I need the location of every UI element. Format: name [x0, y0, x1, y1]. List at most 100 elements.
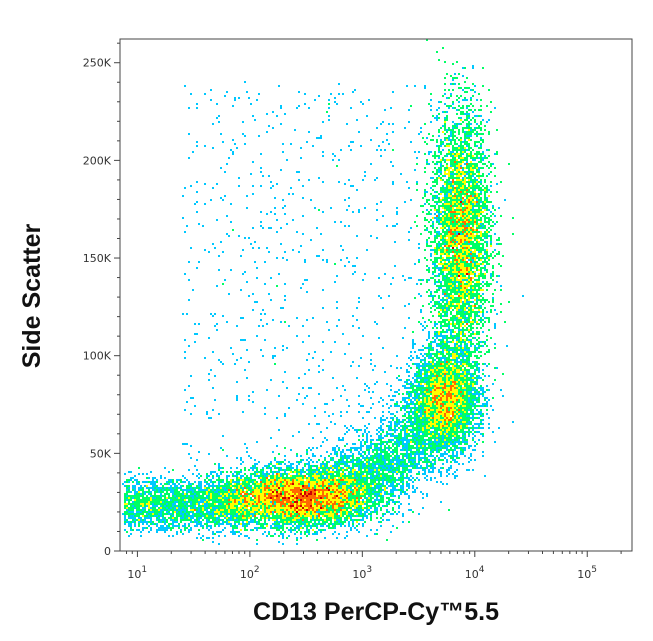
- data-point: [188, 261, 190, 263]
- data-point: [460, 151, 462, 153]
- data-point: [490, 275, 492, 277]
- data-point: [470, 307, 472, 309]
- data-point: [428, 423, 430, 425]
- data-point: [442, 179, 444, 181]
- data-point: [444, 423, 446, 425]
- data-point: [398, 389, 400, 391]
- data-point: [410, 355, 412, 357]
- data-point: [438, 417, 440, 419]
- data-point: [434, 395, 436, 397]
- data-point: [436, 235, 438, 237]
- data-point: [326, 427, 328, 429]
- data-point: [478, 209, 480, 211]
- data-point: [452, 101, 454, 103]
- data-point: [468, 187, 470, 189]
- data-point: [450, 129, 452, 131]
- data-point: [458, 219, 460, 221]
- data-point: [424, 347, 426, 349]
- data-point: [456, 215, 458, 217]
- data-point: [438, 131, 440, 133]
- data-point: [476, 215, 478, 217]
- data-point: [452, 319, 454, 321]
- data-point: [454, 193, 456, 195]
- data-point: [472, 427, 474, 429]
- data-point: [458, 329, 460, 331]
- data-point: [418, 399, 420, 401]
- data-point: [354, 429, 356, 431]
- data-point: [416, 437, 418, 439]
- data-point: [428, 389, 430, 391]
- data-point: [444, 187, 446, 189]
- data-point: [458, 367, 460, 369]
- data-point: [430, 295, 432, 297]
- data-point: [472, 319, 474, 321]
- data-point: [304, 261, 306, 263]
- data-point: [456, 217, 458, 219]
- data-point: [456, 297, 458, 299]
- data-point: [484, 283, 486, 285]
- data-point: [276, 115, 278, 117]
- data-point: [458, 311, 460, 313]
- data-point: [476, 361, 478, 363]
- data-point: [464, 133, 466, 135]
- data-point: [424, 353, 426, 355]
- data-point: [450, 297, 452, 299]
- data-point: [392, 417, 394, 419]
- data-point: [326, 111, 328, 113]
- data-point: [450, 165, 452, 167]
- data-point: [438, 383, 440, 385]
- data-point: [460, 409, 462, 411]
- data-point: [464, 269, 466, 271]
- data-point: [190, 397, 192, 399]
- data-point: [444, 355, 446, 357]
- data-point: [474, 129, 476, 131]
- data-point: [414, 363, 416, 365]
- data-point: [438, 315, 440, 317]
- data-point: [306, 395, 308, 397]
- data-point: [444, 409, 446, 411]
- data-point: [456, 361, 458, 363]
- data-point: [260, 153, 262, 155]
- data-point: [458, 225, 460, 227]
- data-point: [454, 205, 456, 207]
- data-point: [454, 349, 456, 351]
- data-point: [452, 285, 454, 287]
- data-point: [240, 317, 242, 319]
- data-point: [412, 343, 414, 345]
- data-point: [486, 285, 488, 287]
- data-point: [448, 387, 450, 389]
- data-point: [466, 111, 468, 113]
- data-point: [462, 233, 464, 235]
- data-point: [466, 361, 468, 363]
- data-point: [480, 213, 482, 215]
- data-point: [282, 349, 284, 351]
- data-point: [472, 203, 474, 205]
- data-point: [422, 403, 424, 405]
- data-point: [462, 357, 464, 359]
- data-point: [394, 437, 396, 439]
- data-point: [466, 241, 468, 243]
- data-point: [426, 431, 428, 433]
- data-point: [412, 363, 414, 365]
- data-point: [446, 435, 448, 437]
- data-point: [446, 295, 448, 297]
- data-point: [490, 211, 492, 213]
- data-point: [416, 419, 418, 421]
- data-point: [448, 351, 450, 353]
- data-point: [398, 405, 400, 407]
- data-point: [486, 251, 488, 253]
- data-point: [380, 149, 382, 151]
- data-point: [466, 379, 468, 381]
- data-point: [450, 261, 452, 263]
- data-point: [474, 219, 476, 221]
- data-point: [348, 179, 350, 181]
- data-point: [466, 329, 468, 331]
- data-point: [456, 359, 458, 361]
- data-point: [458, 153, 460, 155]
- data-point: [470, 267, 472, 269]
- data-point: [460, 221, 462, 223]
- data-point: [478, 127, 480, 129]
- data-point: [460, 355, 462, 357]
- data-point: [464, 181, 466, 183]
- data-point: [336, 307, 338, 309]
